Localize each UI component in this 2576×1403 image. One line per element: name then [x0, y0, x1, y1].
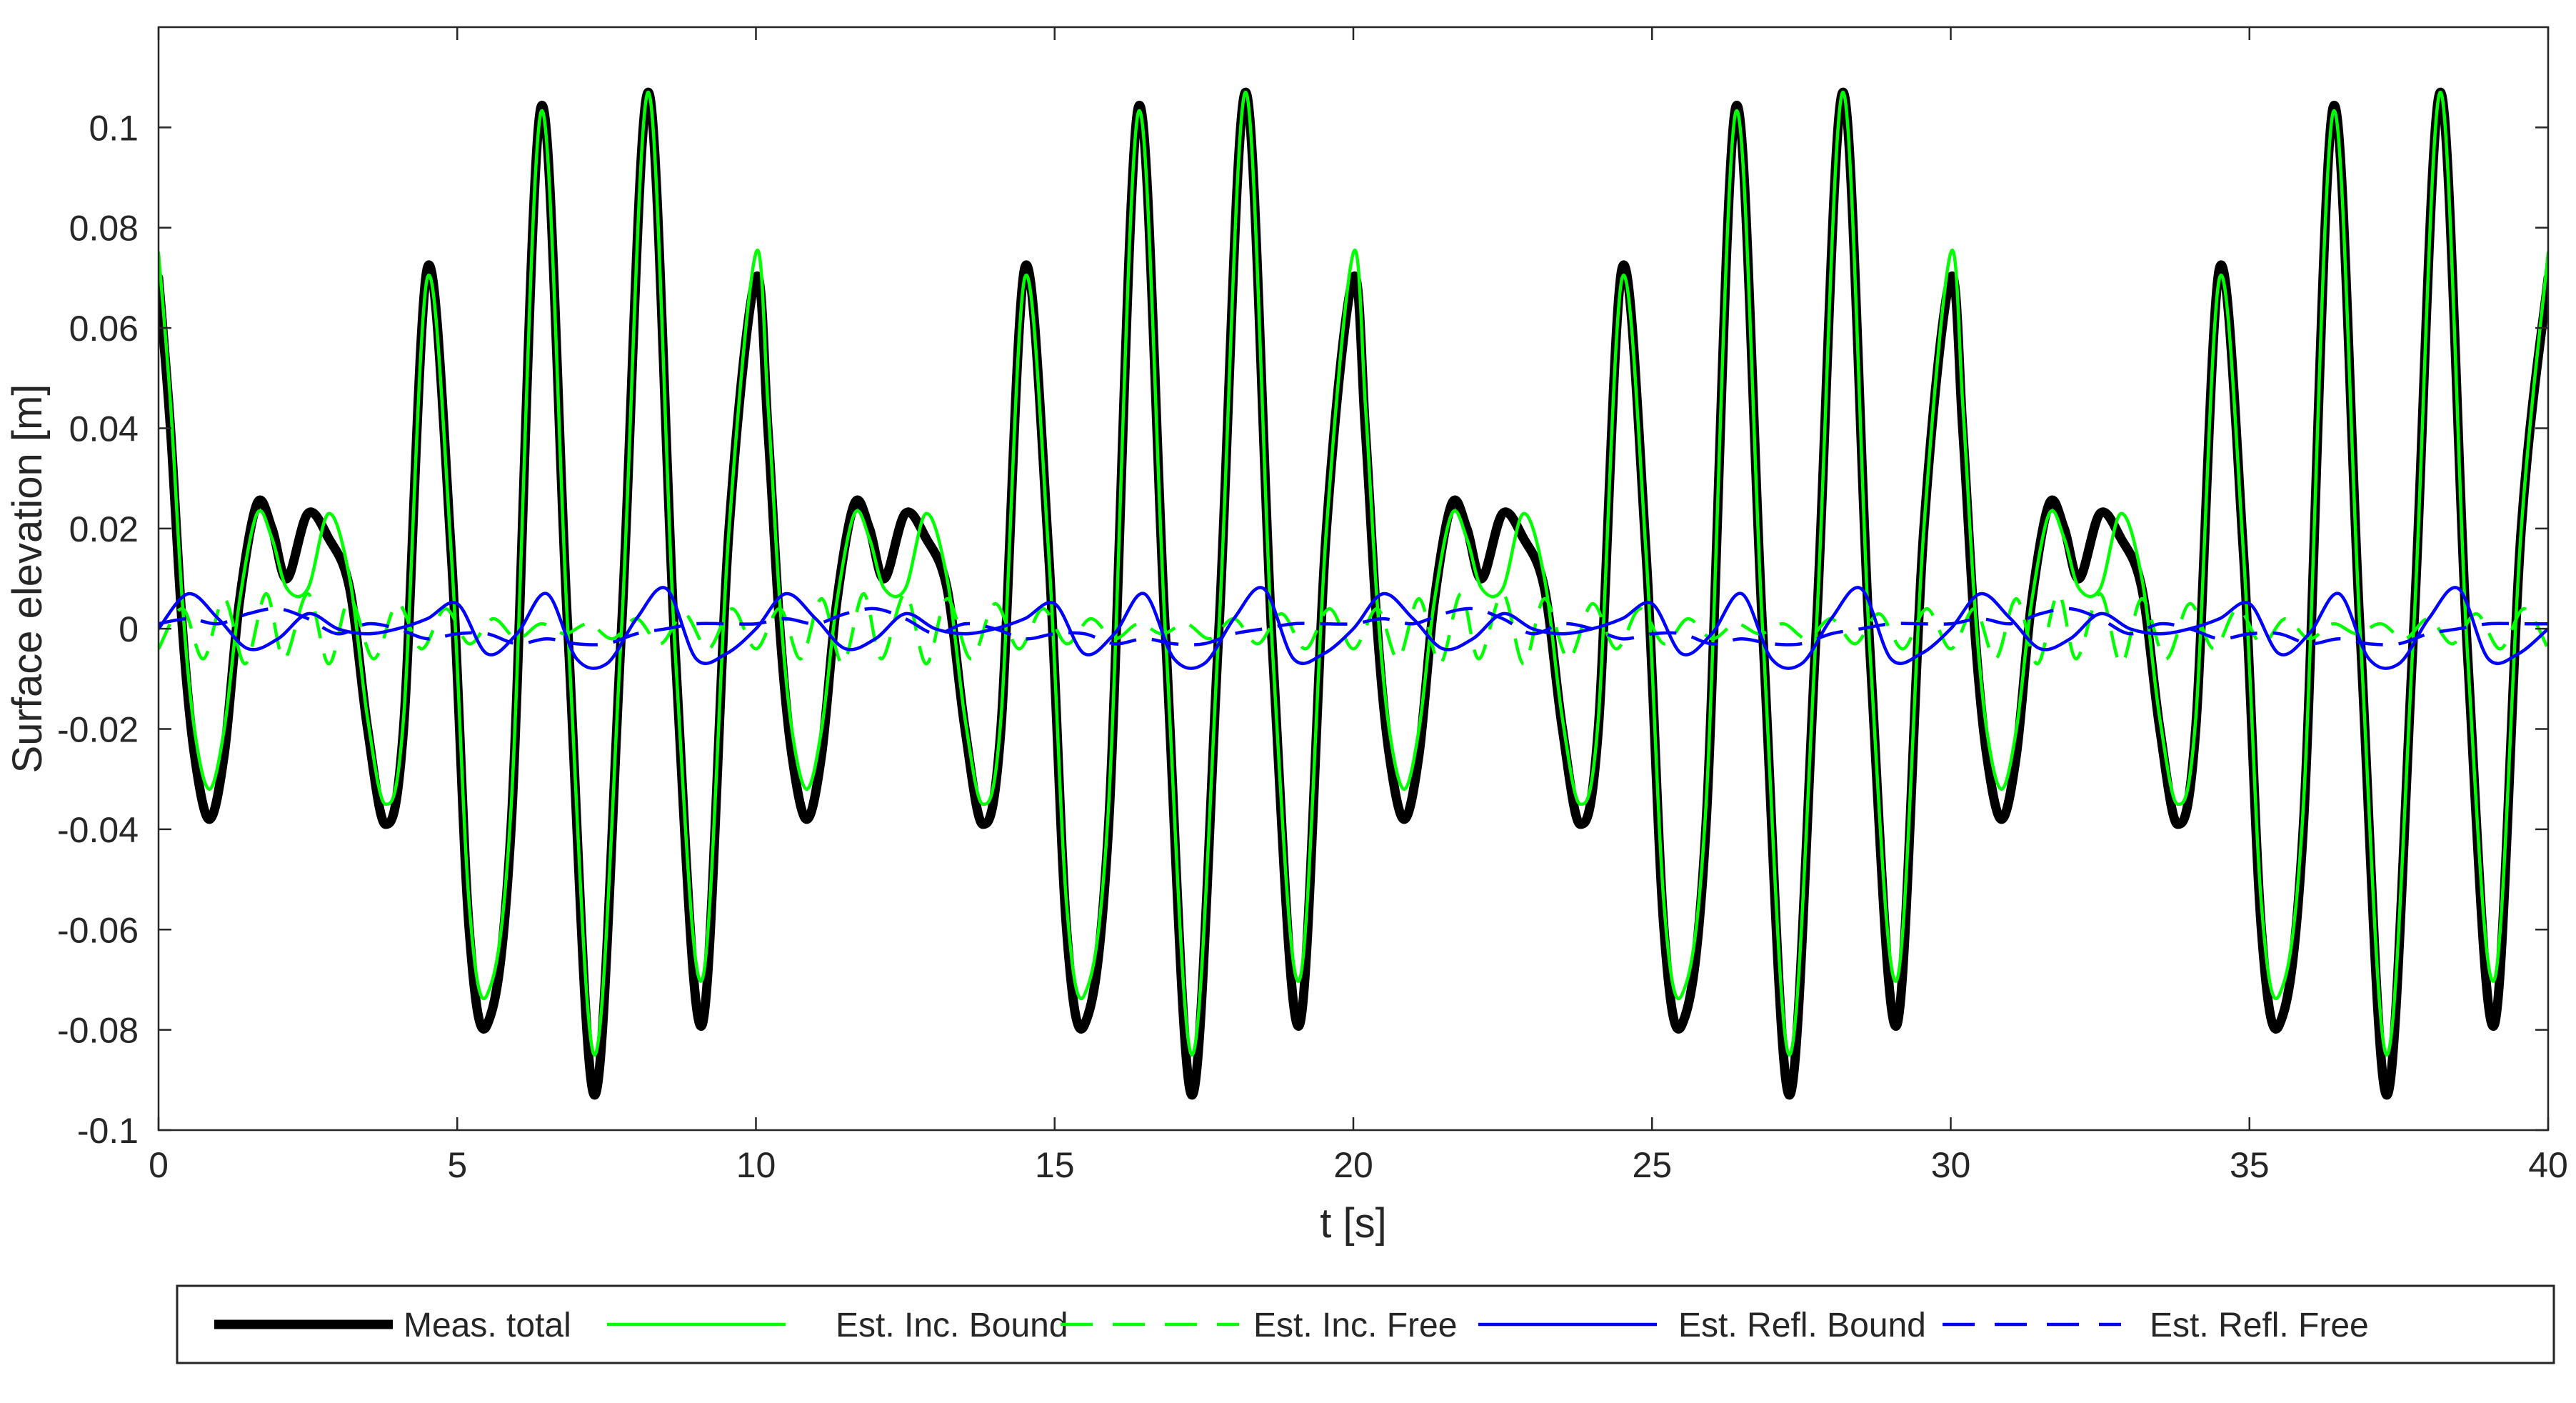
y-tick-label: 0.1 — [89, 108, 139, 148]
y-tick-label: 0.08 — [69, 209, 139, 249]
x-tick-label: 40 — [2528, 1145, 2568, 1185]
y-tick-label: -0.06 — [57, 910, 139, 950]
y-tick-label: -0.04 — [57, 810, 139, 850]
x-tick-label: 0 — [149, 1145, 169, 1185]
legend: Meas. total Est. Inc. Bound Est. Inc. Free… — [176, 1284, 2555, 1364]
y-tick-label: 0.02 — [69, 509, 139, 549]
x-tick-label: 15 — [1035, 1145, 1075, 1185]
y-tick-label: 0.04 — [69, 409, 139, 449]
legend-label: Est. Inc. Bound — [836, 1307, 1068, 1344]
series-line-est-inc-bound — [159, 90, 2548, 1057]
y-tick-label: -0.02 — [57, 710, 139, 750]
x-tick-label: 35 — [2230, 1145, 2270, 1185]
legend-label: Est. Inc. Free — [1253, 1307, 1457, 1344]
y-tick-label: 0.06 — [69, 309, 139, 349]
legend-box — [176, 1284, 2555, 1364]
legend-label: Est. Refl. Bound — [1678, 1307, 1926, 1344]
legend-label: Est. Refl. Free — [2150, 1307, 2369, 1344]
x-tick-label: 10 — [736, 1145, 776, 1185]
y-tick-label: -0.08 — [57, 1011, 139, 1051]
series-line-est-refl-free — [159, 606, 2548, 646]
y-axis-label: Surface elevation [m] — [4, 384, 51, 774]
series-line-est-inc-free — [159, 591, 2548, 666]
x-axis-label: t [s] — [1320, 1200, 1386, 1247]
x-tick-label: 30 — [1931, 1145, 1971, 1185]
y-tick-label: 0 — [119, 609, 139, 649]
ticks-layer: 0 5 10 15 20 25 30 35 40 -0.1 -0.08 -0.06 -0.04 -0.02… — [57, 27, 2568, 1185]
legend-label: Meas. total — [404, 1307, 571, 1344]
x-tick-label: 20 — [1333, 1145, 1373, 1185]
y-tick-label: -0.1 — [77, 1111, 139, 1151]
series-layer — [159, 87, 2548, 1100]
x-tick-label: 25 — [1632, 1145, 1672, 1185]
x-tick-label: 5 — [447, 1145, 467, 1185]
series-line-est-refl-bound — [159, 586, 2548, 670]
